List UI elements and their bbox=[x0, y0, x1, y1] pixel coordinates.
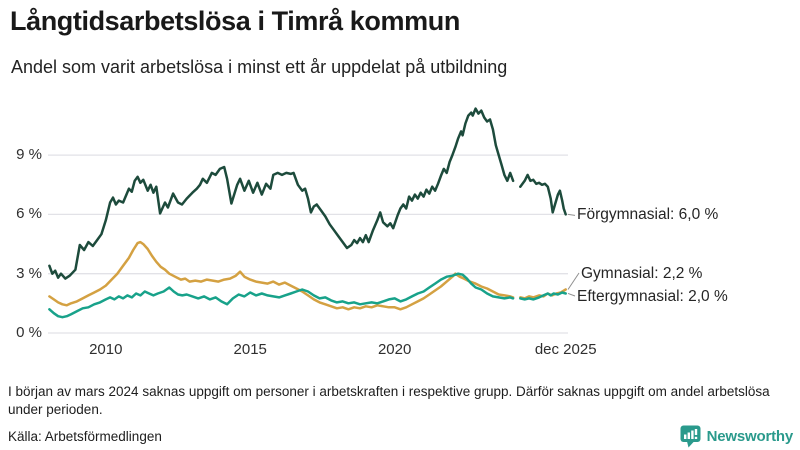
x-axis-tick-label: 2020 bbox=[377, 341, 412, 358]
x-axis-tick-label: 2015 bbox=[233, 341, 267, 358]
label-leader-line bbox=[567, 272, 580, 290]
series-line-eftergymnasial bbox=[48, 272, 567, 319]
x-axis-tick-label: dec 2025 bbox=[534, 341, 597, 358]
page-subtitle: Andel som varit arbetslösa i minst ett å… bbox=[11, 57, 508, 77]
y-axis-tick-label: 3 % bbox=[16, 264, 42, 282]
series-end-label-eftergymnasial: Eftergymnasial: 2,0 % bbox=[577, 287, 728, 305]
series-line-gymnasial bbox=[48, 240, 567, 311]
series-line-förgymnasial bbox=[48, 107, 567, 280]
y-axis-tick-label: 9 % bbox=[16, 146, 42, 164]
newsworthy-logo-icon bbox=[680, 425, 701, 448]
plot-area bbox=[48, 107, 580, 334]
label-leader-line bbox=[567, 292, 576, 297]
source-text: Källa: Arbetsförmedlingen bbox=[8, 429, 162, 444]
series-end-label-förgymnasial: Förgymnasial: 6,0 % bbox=[577, 206, 719, 223]
x-axis-tick-label: 2010 bbox=[89, 341, 123, 358]
footnote-text: I början av mars 2024 saknas uppgift om … bbox=[8, 384, 770, 417]
label-leader-line bbox=[567, 213, 576, 216]
newsworthy-brand-name: Newsworthy bbox=[706, 428, 794, 445]
line-chart: 0 % 3 % 6 % 9 % 2010 2015 2020 dec 2025 Förgymna… bbox=[0, 95, 800, 358]
newsworthy-branding[interactable]: Newsworthy bbox=[680, 425, 793, 448]
y-axis-tick-label: 6 % bbox=[16, 205, 42, 223]
page-title: Långtidsarbetslösa i Timrå kommun bbox=[10, 6, 460, 36]
y-axis-tick-label: 0 % bbox=[16, 324, 42, 341]
series-end-label-gymnasial: Gymnasial: 2,2 % bbox=[581, 264, 703, 282]
